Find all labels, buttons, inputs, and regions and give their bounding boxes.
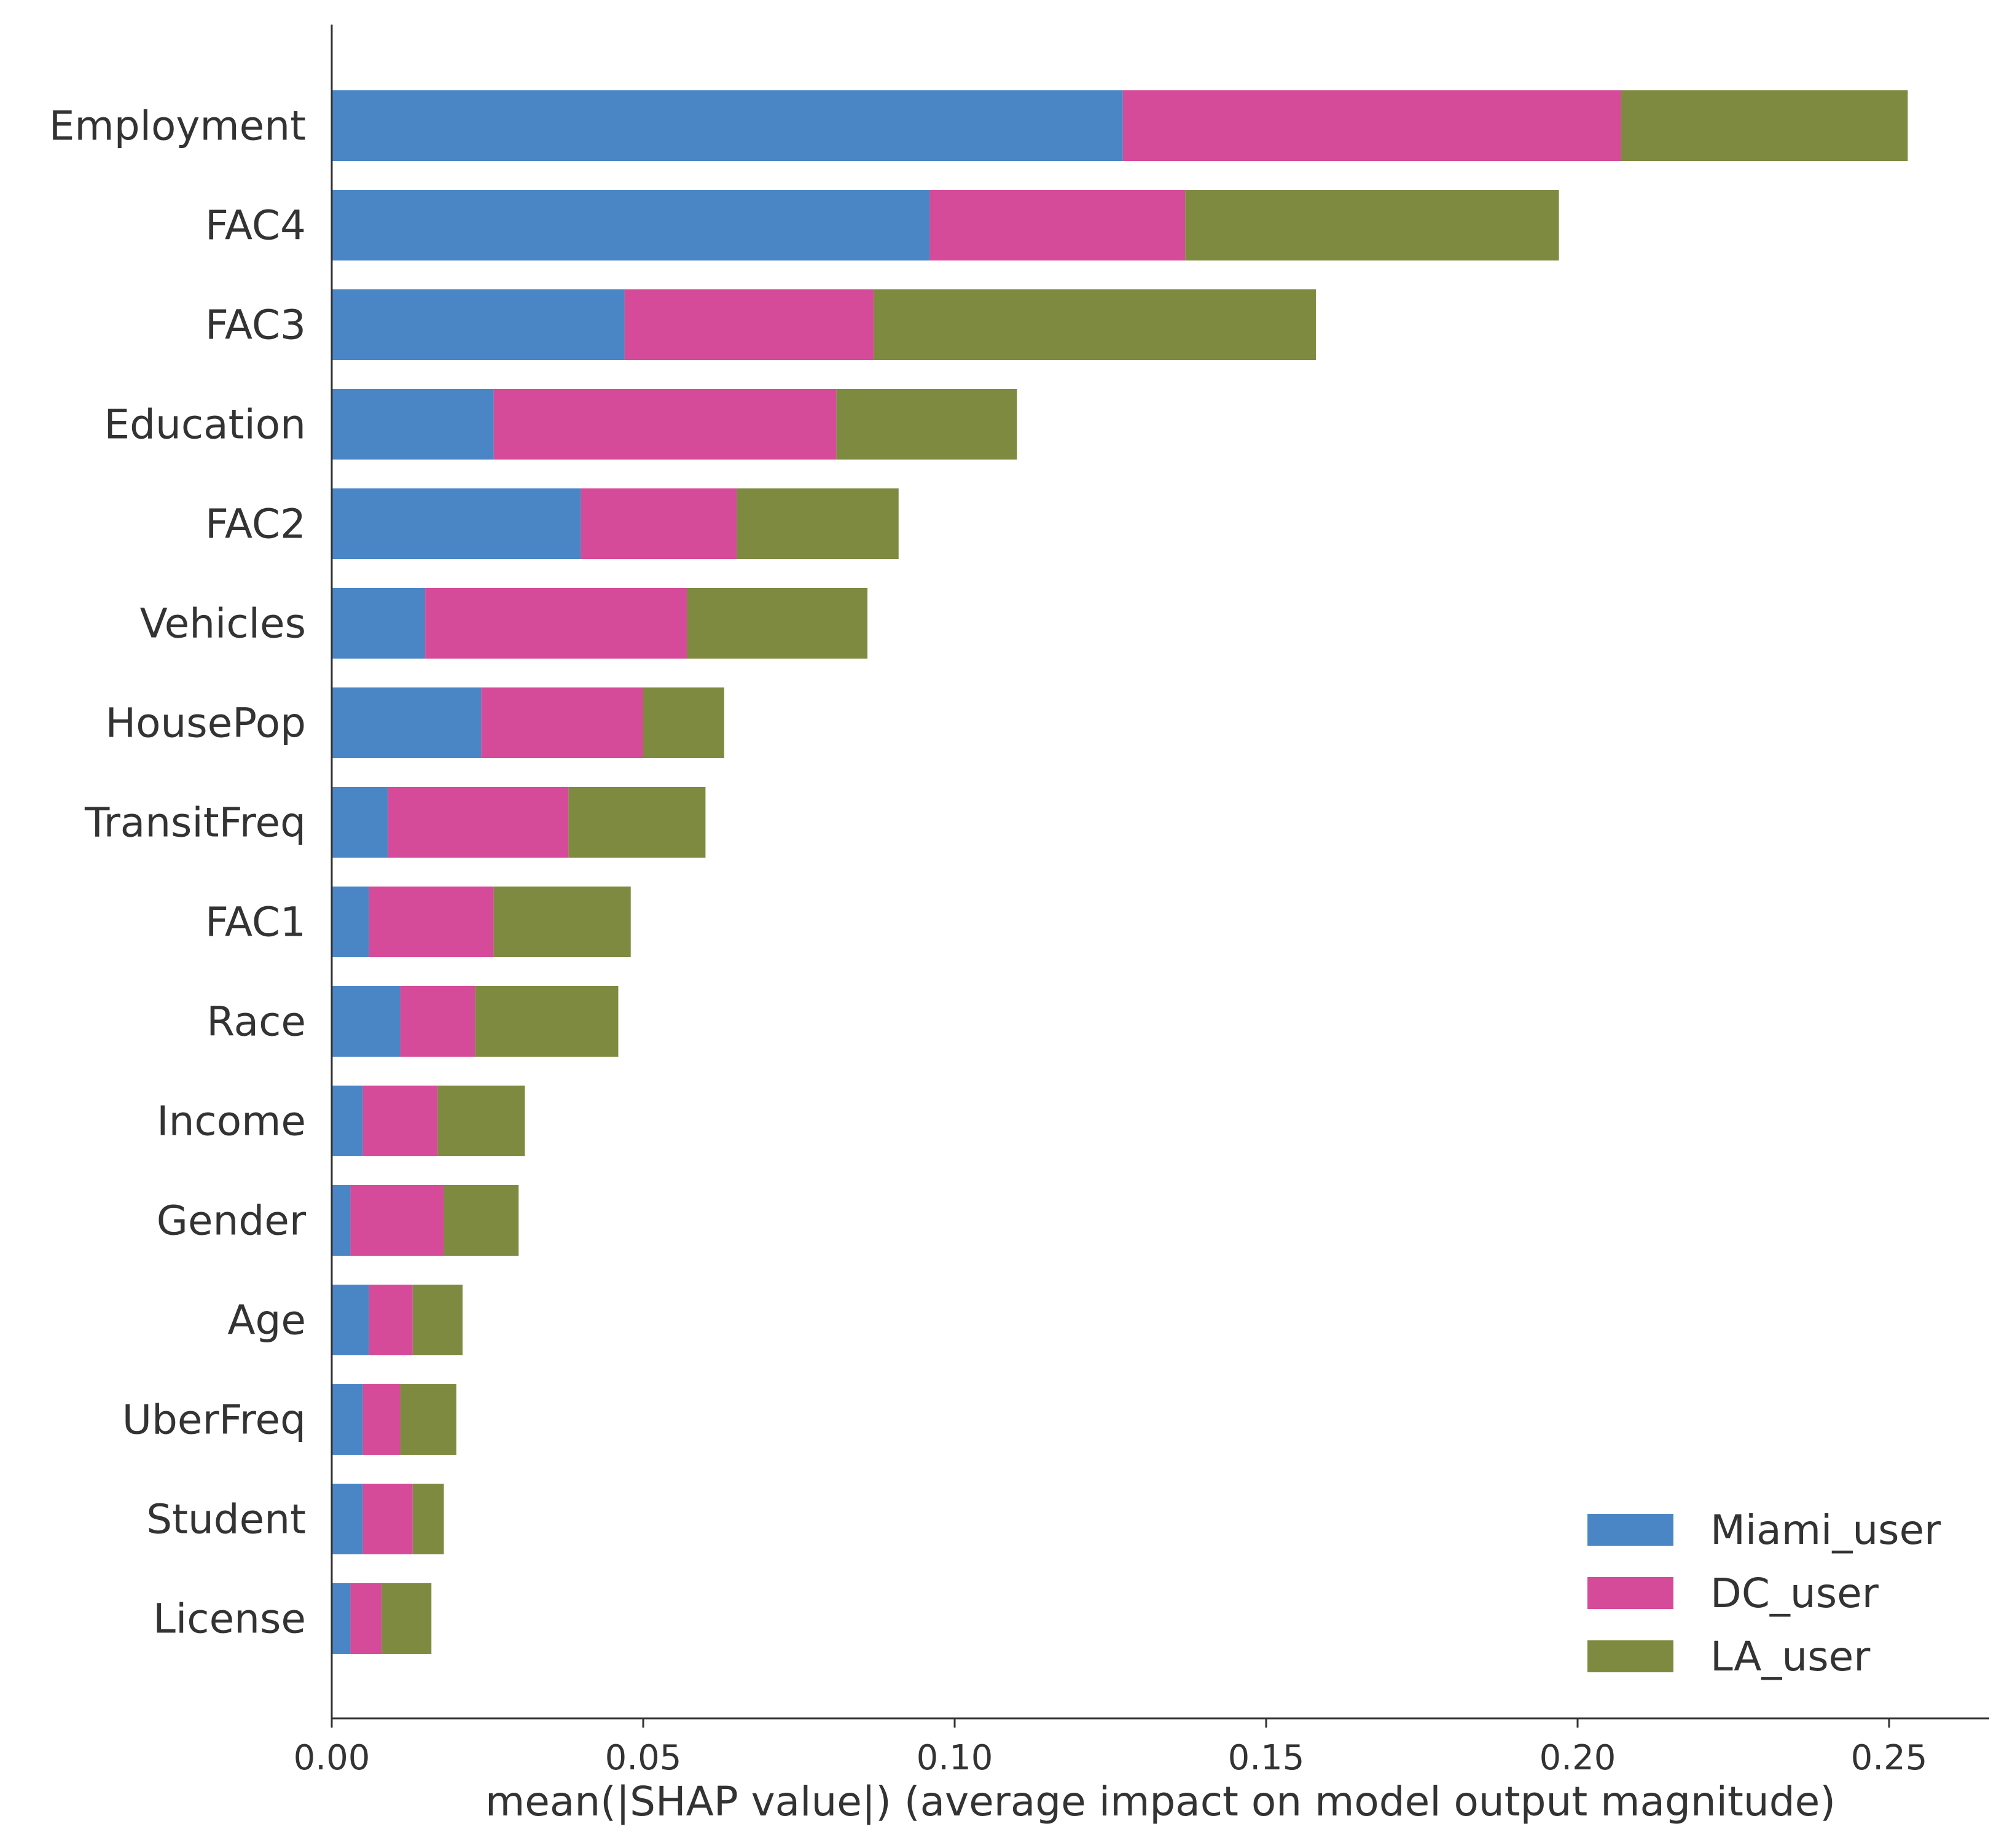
bar-housepop-la-user [643,687,724,758]
bar-transitfreq-miami-user [332,787,388,858]
x-tick-label: 0.05 [605,1738,682,1778]
bar-license-la-user [381,1583,432,1654]
bars-group [332,90,1908,1654]
bar-income-la-user [437,1086,525,1156]
bar-vehicles-miami-user [332,588,426,659]
category-label: Education [104,401,306,448]
bar-fac4-la-user [1185,190,1559,260]
bar-race-dc-user [400,986,475,1057]
category-label: FAC2 [205,501,306,548]
x-tick-label: 0.10 [917,1738,993,1778]
category-label: Student [146,1496,306,1543]
bar-fac3-dc-user [624,289,874,360]
bar-gender-la-user [444,1185,519,1256]
legend: Miami_user DC_user LA_user [1587,1506,1941,1680]
bar-fac3-miami-user [332,289,625,360]
bar-fac2-dc-user [581,488,737,559]
x-tick-label: 0.00 [294,1738,370,1778]
x-axis-title: mean(|SHAP value|) (average impact on mo… [485,1778,1836,1825]
bar-employment-miami-user [332,90,1123,161]
bar-employment-dc-user [1122,90,1621,161]
x-tick-label: 0.15 [1228,1738,1305,1778]
category-label: FAC1 [205,899,306,946]
bar-uberfreq-la-user [400,1384,456,1455]
category-label: UberFreq [122,1396,306,1444]
legend-label: DC_user [1710,1570,1879,1617]
bar-fac3-la-user [874,289,1317,360]
bar-license-dc-user [350,1583,382,1654]
category-labels: Employment FAC4 FAC3 Education FAC2 Vehicles H… [49,103,307,1643]
bar-fac4-miami-user [332,190,930,260]
category-label: Race [206,998,306,1046]
bar-age-miami-user [332,1285,369,1355]
bar-race-la-user [475,986,619,1057]
bar-income-dc-user [362,1086,438,1156]
bar-uberfreq-dc-user [362,1384,401,1455]
x-tick-label: 0.20 [1540,1738,1616,1778]
bar-housepop-miami-user [332,687,482,758]
bar-gender-miami-user [332,1185,351,1256]
category-label: Income [157,1098,306,1145]
bar-race-miami-user [332,986,401,1057]
category-label: TransitFreq [84,799,306,847]
category-label: Vehicles [140,600,306,648]
bar-fac1-la-user [493,887,631,957]
bar-transitfreq-la-user [568,787,706,858]
legend-label: Miami_user [1710,1506,1941,1554]
category-label: Gender [157,1197,307,1245]
bar-license-miami-user [332,1583,351,1654]
bar-age-dc-user [369,1285,413,1355]
bar-housepop-dc-user [481,687,643,758]
bar-gender-dc-user [350,1185,444,1256]
category-label: Age [227,1297,306,1344]
category-label: FAC3 [205,302,306,349]
bar-uberfreq-miami-user [332,1384,363,1455]
x-tick-label: 0.25 [1851,1738,1928,1778]
category-label: HousePop [105,700,306,747]
bar-vehicles-dc-user [425,588,687,659]
bar-age-la-user [412,1285,463,1355]
category-label: FAC4 [205,202,306,249]
bar-employment-la-user [1621,90,1908,161]
legend-swatch-miami-user [1587,1514,1673,1546]
category-label: License [153,1595,306,1643]
bar-vehicles-la-user [686,588,868,659]
bar-fac1-dc-user [369,887,494,957]
bar-student-miami-user [332,1484,363,1554]
bar-education-miami-user [332,389,494,460]
category-label: Employment [49,103,306,150]
bar-fac2-miami-user [332,488,581,559]
bar-education-la-user [836,389,1017,460]
bar-income-miami-user [332,1086,363,1156]
bar-transitfreq-dc-user [388,787,569,858]
legend-swatch-la-user [1587,1640,1673,1672]
x-ticks: 0.00 0.05 0.10 0.15 0.20 0.25 [294,1718,1928,1778]
bar-fac2-la-user [737,488,899,559]
legend-label: LA_user [1710,1633,1871,1680]
bar-fac4-dc-user [929,190,1186,260]
bar-fac1-miami-user [332,887,369,957]
bar-student-dc-user [362,1484,413,1554]
legend-swatch-dc-user [1587,1577,1673,1609]
bar-education-dc-user [493,389,837,460]
bar-student-la-user [412,1484,444,1554]
